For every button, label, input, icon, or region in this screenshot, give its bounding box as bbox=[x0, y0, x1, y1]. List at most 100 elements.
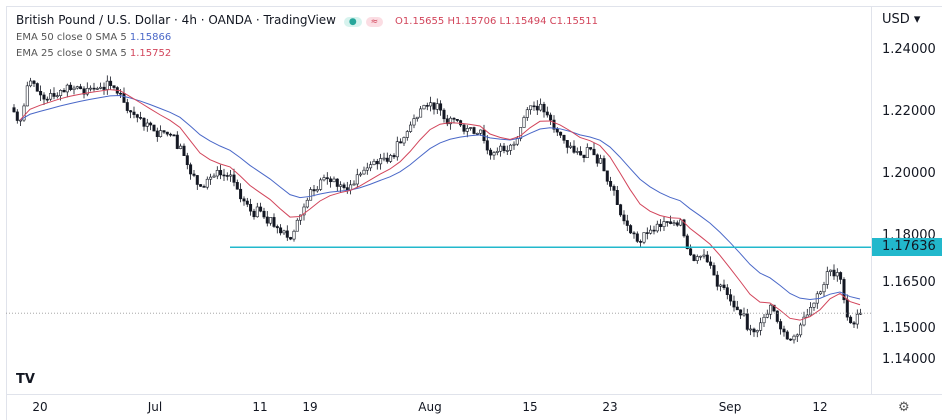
candle-down bbox=[745, 313, 749, 330]
candle-down bbox=[775, 310, 779, 322]
indicator-ema50[interactable]: EMA 50 close 0 SMA 5 1.15866 bbox=[16, 32, 172, 43]
symbol-title[interactable]: British Pound / U.S. Dollar · 4h · OANDA… bbox=[16, 13, 336, 27]
candle-up bbox=[742, 313, 746, 316]
candle-up bbox=[212, 175, 216, 178]
candle-up bbox=[339, 184, 343, 187]
candle-down bbox=[839, 272, 843, 280]
candle-down bbox=[589, 147, 593, 150]
candle-down bbox=[252, 210, 256, 218]
candle-down bbox=[489, 149, 493, 156]
candle-down bbox=[849, 316, 853, 324]
candle-down bbox=[635, 233, 639, 242]
candle-up bbox=[309, 189, 313, 201]
candle-down bbox=[729, 294, 733, 302]
ema50-line bbox=[19, 94, 861, 301]
candle-up bbox=[322, 177, 326, 181]
candle-up bbox=[855, 313, 859, 325]
candle-up bbox=[525, 109, 529, 118]
low-value: L1.15494 bbox=[499, 16, 547, 27]
candle-up bbox=[55, 95, 59, 97]
candle-up bbox=[835, 272, 839, 277]
indicator-ema25[interactable]: EMA 25 close 0 SMA 5 1.15752 bbox=[16, 48, 172, 59]
candle-up bbox=[769, 304, 773, 315]
candle-up bbox=[25, 85, 29, 107]
candle-up bbox=[305, 199, 309, 208]
time-axis[interactable]: 20 Jul 11 19 Aug 15 23 Sep 12 bbox=[6, 394, 942, 420]
candle-down bbox=[552, 119, 556, 130]
price-plot[interactable] bbox=[0, 0, 871, 394]
candle-down bbox=[275, 226, 279, 229]
candle-down bbox=[425, 105, 429, 107]
candle-down bbox=[92, 87, 96, 90]
candle-up bbox=[519, 127, 523, 139]
x-tick-label: 19 bbox=[302, 400, 318, 414]
candle-down bbox=[645, 232, 649, 234]
candle-down bbox=[112, 85, 116, 88]
candle-down bbox=[199, 184, 203, 187]
tradingview-logo[interactable]: TV bbox=[16, 372, 35, 387]
candle-down bbox=[79, 86, 83, 90]
candle-down bbox=[789, 338, 793, 341]
candle-up bbox=[282, 230, 286, 234]
x-tick-label: 23 bbox=[602, 400, 618, 414]
candle-down bbox=[375, 160, 379, 165]
candle-down bbox=[119, 92, 123, 95]
candle-down bbox=[35, 83, 39, 92]
candle-up bbox=[515, 138, 519, 145]
candle-down bbox=[39, 90, 43, 96]
candle-up bbox=[95, 88, 99, 90]
candle-down bbox=[259, 206, 263, 212]
candle-up bbox=[269, 217, 273, 224]
open-value: O1.15655 bbox=[395, 16, 445, 27]
y-tick-label: 1.16500 bbox=[882, 274, 936, 290]
candle-down bbox=[202, 186, 206, 188]
candle-down bbox=[162, 130, 166, 133]
candle-down bbox=[325, 177, 329, 180]
candle-up bbox=[475, 132, 479, 135]
candle-up bbox=[255, 206, 259, 218]
candle-down bbox=[592, 148, 596, 156]
candle-up bbox=[365, 167, 369, 171]
candle-up bbox=[825, 271, 829, 285]
candle-down bbox=[549, 114, 553, 121]
candle-down bbox=[69, 84, 73, 90]
x-tick-label: 12 bbox=[812, 400, 828, 414]
candle-down bbox=[135, 114, 139, 118]
candle-up bbox=[505, 150, 509, 152]
candle-up bbox=[319, 179, 323, 190]
candle-down bbox=[689, 248, 693, 256]
y-tick-label: 1.20000 bbox=[882, 166, 936, 181]
candle-up bbox=[85, 88, 89, 95]
price-axis[interactable]: USD ▾ 1.24000 1.22000 1.20000 1.18000 1.1650… bbox=[871, 6, 942, 394]
candle-up bbox=[435, 103, 439, 110]
candle-down bbox=[532, 105, 536, 108]
candle-down bbox=[772, 304, 776, 312]
x-tick-label: Sep bbox=[718, 400, 742, 414]
candle-down bbox=[52, 93, 56, 97]
candle-up bbox=[802, 316, 806, 326]
candle-down bbox=[722, 284, 726, 289]
candle-up bbox=[372, 160, 376, 165]
candle-down bbox=[289, 237, 293, 240]
candle-down bbox=[692, 254, 696, 261]
x-tick-label: 20 bbox=[32, 400, 48, 414]
candle-up bbox=[679, 219, 683, 226]
y-tick-label: 1.22000 bbox=[882, 104, 936, 119]
candle-up bbox=[419, 108, 423, 118]
candle-up bbox=[599, 158, 603, 164]
candle-down bbox=[545, 111, 549, 116]
candle-up bbox=[539, 103, 543, 111]
candle-down bbox=[572, 145, 576, 153]
currency-menu[interactable]: USD ▾ bbox=[882, 12, 921, 27]
candle-down bbox=[535, 105, 539, 111]
candle-up bbox=[795, 334, 799, 337]
gear-icon[interactable]: ⚙ bbox=[898, 400, 910, 415]
candle-down bbox=[155, 130, 159, 137]
candle-up bbox=[295, 219, 299, 232]
x-tick-label: Aug bbox=[418, 400, 442, 414]
candle-up bbox=[29, 80, 33, 87]
candle-up bbox=[99, 86, 103, 89]
candle-up bbox=[509, 144, 513, 151]
candle-down bbox=[182, 145, 186, 156]
x-tick-label: 15 bbox=[522, 400, 538, 414]
